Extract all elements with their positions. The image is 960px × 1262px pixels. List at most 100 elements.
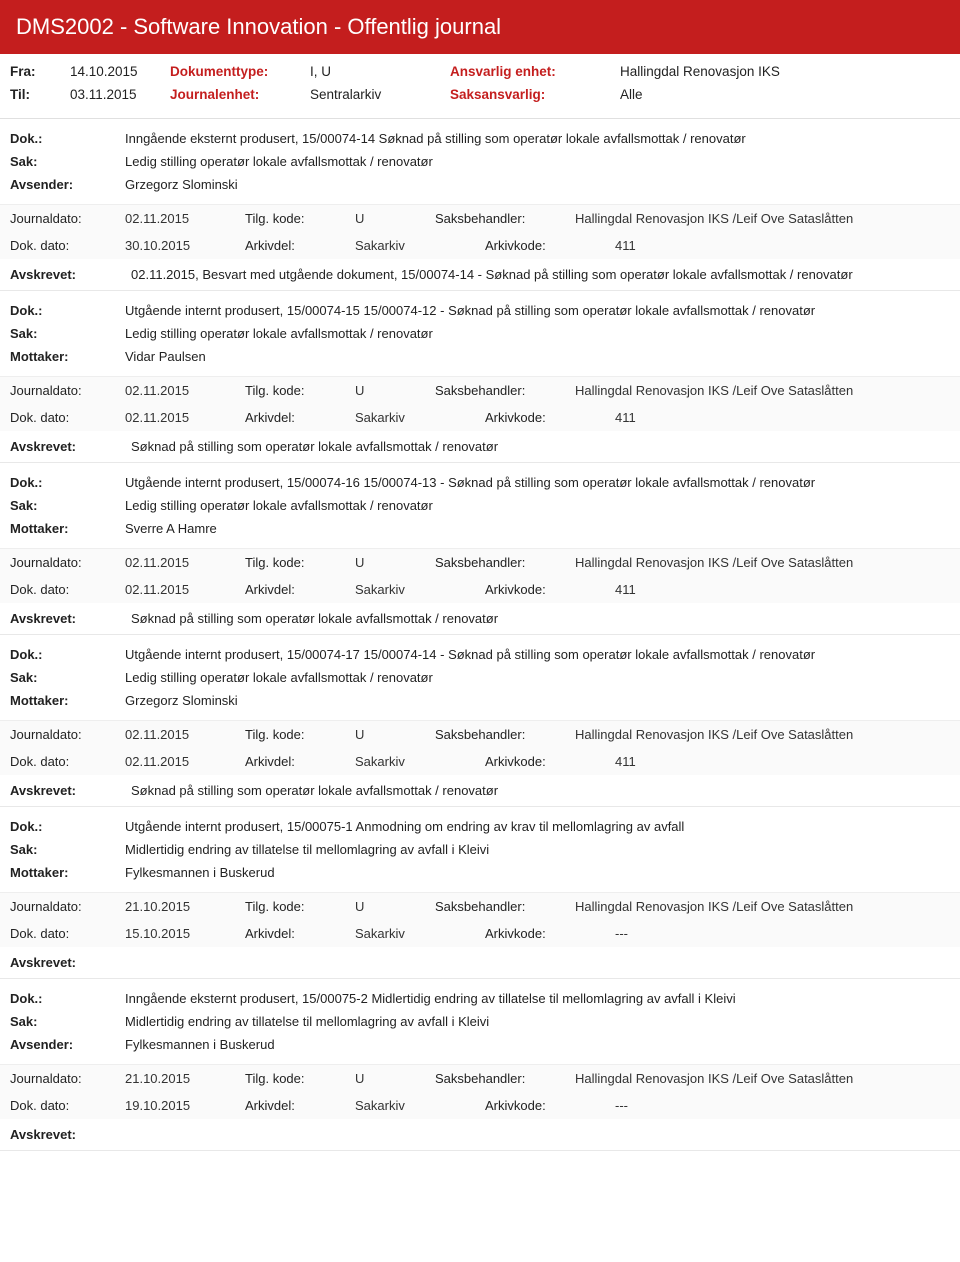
arkivkode-label: Arkivkode: [485,410,615,425]
sak-label: Sak: [10,154,125,169]
arkivdel-value: Sakarkiv [355,754,485,769]
sak-value: Ledig stilling operatør lokale avfallsmo… [125,498,950,513]
saksansvarlig-label: Saksansvarlig: [450,87,620,102]
journal-entry: Dok.: Utgående internt produsert, 15/000… [0,807,960,979]
dokdato-row: Dok. dato: 30.10.2015 Arkivdel: Sakarkiv… [0,232,960,259]
avskrevet-row: Avskrevet: [0,1119,960,1151]
saksbehandler-value: Hallingdal Renovasjon IKS /Leif Ove Sata… [575,727,950,742]
avskrevet-row: Avskrevet: [0,947,960,979]
sak-label: Sak: [10,670,125,685]
journal-entry: Dok.: Utgående internt produsert, 15/000… [0,635,960,807]
dok-value: Utgående internt produsert, 15/00075-1 A… [125,819,950,834]
journaldato-value: 02.11.2015 [125,555,245,570]
avskrevet-row: Avskrevet: Søknad på stilling som operat… [0,431,960,463]
dokdato-row: Dok. dato: 15.10.2015 Arkivdel: Sakarkiv… [0,920,960,947]
journaldato-row: Journaldato: 21.10.2015 Tilg. kode: U Sa… [0,892,960,920]
tilgkode-label: Tilg. kode: [245,555,355,570]
arkivkode-value: 411 [615,410,950,425]
arkivdel-label: Arkivdel: [245,926,355,941]
dok-value: Utgående internt produsert, 15/00074-16 … [125,475,950,490]
sak-value: Ledig stilling operatør lokale avfallsmo… [125,326,950,341]
dokdato-value: 02.11.2015 [125,582,245,597]
dok-value: Utgående internt produsert, 15/00074-15 … [125,303,950,318]
journaldato-row: Journaldato: 02.11.2015 Tilg. kode: U Sa… [0,720,960,748]
dokdato-label: Dok. dato: [10,410,125,425]
journaldato-value: 21.10.2015 [125,899,245,914]
journalenhet-label: Journalenhet: [170,87,310,102]
arkivdel-label: Arkivdel: [245,1098,355,1113]
journaldato-row: Journaldato: 02.11.2015 Tilg. kode: U Sa… [0,376,960,404]
saksbehandler-value: Hallingdal Renovasjon IKS /Leif Ove Sata… [575,383,950,398]
tilgkode-value: U [355,727,435,742]
avskrevet-value: Søknad på stilling som operatør lokale a… [125,439,950,454]
arkivdel-value: Sakarkiv [355,410,485,425]
dokumenttype-value: I, U [310,64,450,79]
avskrevet-label: Avskrevet: [10,1127,125,1142]
party-label: Mottaker: [10,865,125,880]
saksbehandler-value: Hallingdal Renovasjon IKS /Leif Ove Sata… [575,555,950,570]
saksbehandler-label: Saksbehandler: [435,211,575,226]
page-title-bar: DMS2002 - Software Innovation - Offentli… [0,0,960,54]
dok-label: Dok.: [10,991,125,1006]
arkivdel-label: Arkivdel: [245,410,355,425]
arkivkode-label: Arkivkode: [485,582,615,597]
journaldato-value: 02.11.2015 [125,383,245,398]
journal-entry: Dok.: Inngående eksternt produsert, 15/0… [0,119,960,291]
arkivkode-label: Arkivkode: [485,926,615,941]
journaldato-label: Journaldato: [10,727,125,742]
saksbehandler-label: Saksbehandler: [435,555,575,570]
sak-value: Ledig stilling operatør lokale avfallsmo… [125,670,950,685]
saksbehandler-value: Hallingdal Renovasjon IKS /Leif Ove Sata… [575,1071,950,1086]
journaldato-label: Journaldato: [10,211,125,226]
sak-value: Midlertidig endring av tillatelse til me… [125,842,950,857]
saksbehandler-label: Saksbehandler: [435,383,575,398]
avskrevet-label: Avskrevet: [10,611,125,626]
party-label: Avsender: [10,1037,125,1052]
party-value: Vidar Paulsen [125,349,950,364]
journaldato-label: Journaldato: [10,555,125,570]
dokdato-label: Dok. dato: [10,1098,125,1113]
page-title: DMS2002 - Software Innovation - Offentli… [16,14,501,39]
party-label: Mottaker: [10,693,125,708]
journal-entry: Dok.: Inngående eksternt produsert, 15/0… [0,979,960,1151]
arkivdel-label: Arkivdel: [245,238,355,253]
journaldato-row: Journaldato: 21.10.2015 Tilg. kode: U Sa… [0,1064,960,1092]
arkivkode-value: 411 [615,754,950,769]
arkivkode-value: 411 [615,238,950,253]
dok-label: Dok.: [10,819,125,834]
tilgkode-value: U [355,211,435,226]
dokdato-label: Dok. dato: [10,582,125,597]
journaldato-row: Journaldato: 02.11.2015 Tilg. kode: U Sa… [0,548,960,576]
arkivdel-value: Sakarkiv [355,1098,485,1113]
sak-value: Ledig stilling operatør lokale avfallsmo… [125,154,950,169]
party-label: Mottaker: [10,349,125,364]
dokdato-label: Dok. dato: [10,238,125,253]
sak-value: Midlertidig endring av tillatelse til me… [125,1014,950,1029]
sak-label: Sak: [10,326,125,341]
sak-label: Sak: [10,498,125,513]
arkivdel-value: Sakarkiv [355,926,485,941]
saksbehandler-value: Hallingdal Renovasjon IKS /Leif Ove Sata… [575,899,950,914]
dokdato-row: Dok. dato: 02.11.2015 Arkivdel: Sakarkiv… [0,576,960,603]
party-label: Mottaker: [10,521,125,536]
avskrevet-label: Avskrevet: [10,267,125,282]
journaldato-label: Journaldato: [10,899,125,914]
dok-value: Inngående eksternt produsert, 15/00075-2… [125,991,950,1006]
dokdato-value: 02.11.2015 [125,754,245,769]
avskrevet-row: Avskrevet: Søknad på stilling som operat… [0,603,960,635]
party-value: Grzegorz Slominski [125,693,950,708]
avskrevet-row: Avskrevet: Søknad på stilling som operat… [0,775,960,807]
dokdato-value: 02.11.2015 [125,410,245,425]
tilgkode-value: U [355,555,435,570]
journaldato-value: 02.11.2015 [125,211,245,226]
sak-label: Sak: [10,842,125,857]
party-value: Fylkesmannen i Buskerud [125,1037,950,1052]
dok-label: Dok.: [10,647,125,662]
journal-entry: Dok.: Utgående internt produsert, 15/000… [0,463,960,635]
journaldato-value: 21.10.2015 [125,1071,245,1086]
meta-section: Fra: 14.10.2015 Dokumenttype: I, U Ansva… [0,54,960,119]
dok-value: Utgående internt produsert, 15/00074-17 … [125,647,950,662]
fra-value: 14.10.2015 [70,64,170,79]
dok-label: Dok.: [10,475,125,490]
arkivkode-value: 411 [615,582,950,597]
